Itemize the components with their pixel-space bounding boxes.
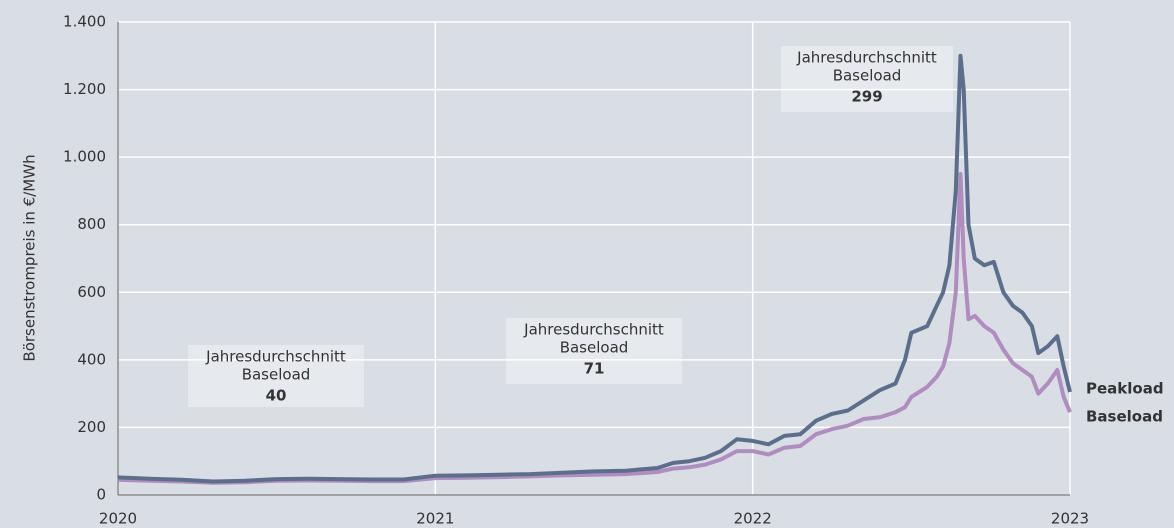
annotation-label: Baseload bbox=[242, 366, 311, 384]
annotation-title: Jahresdurchschnitt bbox=[205, 348, 346, 366]
annotation-label: Baseload bbox=[560, 339, 629, 357]
annotation-title: Jahresdurchschnitt bbox=[523, 321, 664, 339]
annotation-title: Jahresdurchschnitt bbox=[796, 49, 937, 67]
y-tick-label: 200 bbox=[77, 418, 106, 436]
annotation-box bbox=[781, 46, 953, 112]
annotation-box bbox=[188, 345, 364, 407]
y-tick-label: 1.000 bbox=[63, 148, 106, 166]
y-tick-label: 600 bbox=[77, 283, 106, 301]
annotation-box bbox=[506, 318, 682, 384]
y-tick-label: 800 bbox=[77, 215, 106, 233]
annotation-value: 299 bbox=[851, 88, 882, 106]
y-tick-label: 400 bbox=[77, 350, 106, 368]
legend-label: Peakload bbox=[1086, 379, 1164, 397]
annotation-value: 40 bbox=[266, 387, 287, 405]
x-tick-label: 2022 bbox=[734, 510, 772, 528]
annotation-value: 71 bbox=[584, 360, 605, 378]
annotation-label: Baseload bbox=[833, 67, 902, 85]
y-tick-label: 1.200 bbox=[63, 80, 106, 98]
y-tick-label: 1.400 bbox=[63, 13, 106, 31]
line-series bbox=[117, 53, 1072, 484]
y-axis-label: Börsenstrompreis in €/MWh bbox=[21, 154, 39, 361]
x-tick-label: 2021 bbox=[416, 510, 454, 528]
x-tick-label: 2020 bbox=[99, 510, 137, 528]
legend-label: Baseload bbox=[1086, 408, 1163, 426]
x-tick-label: 2023 bbox=[1051, 510, 1089, 528]
y-tick-label: 0 bbox=[96, 486, 106, 504]
